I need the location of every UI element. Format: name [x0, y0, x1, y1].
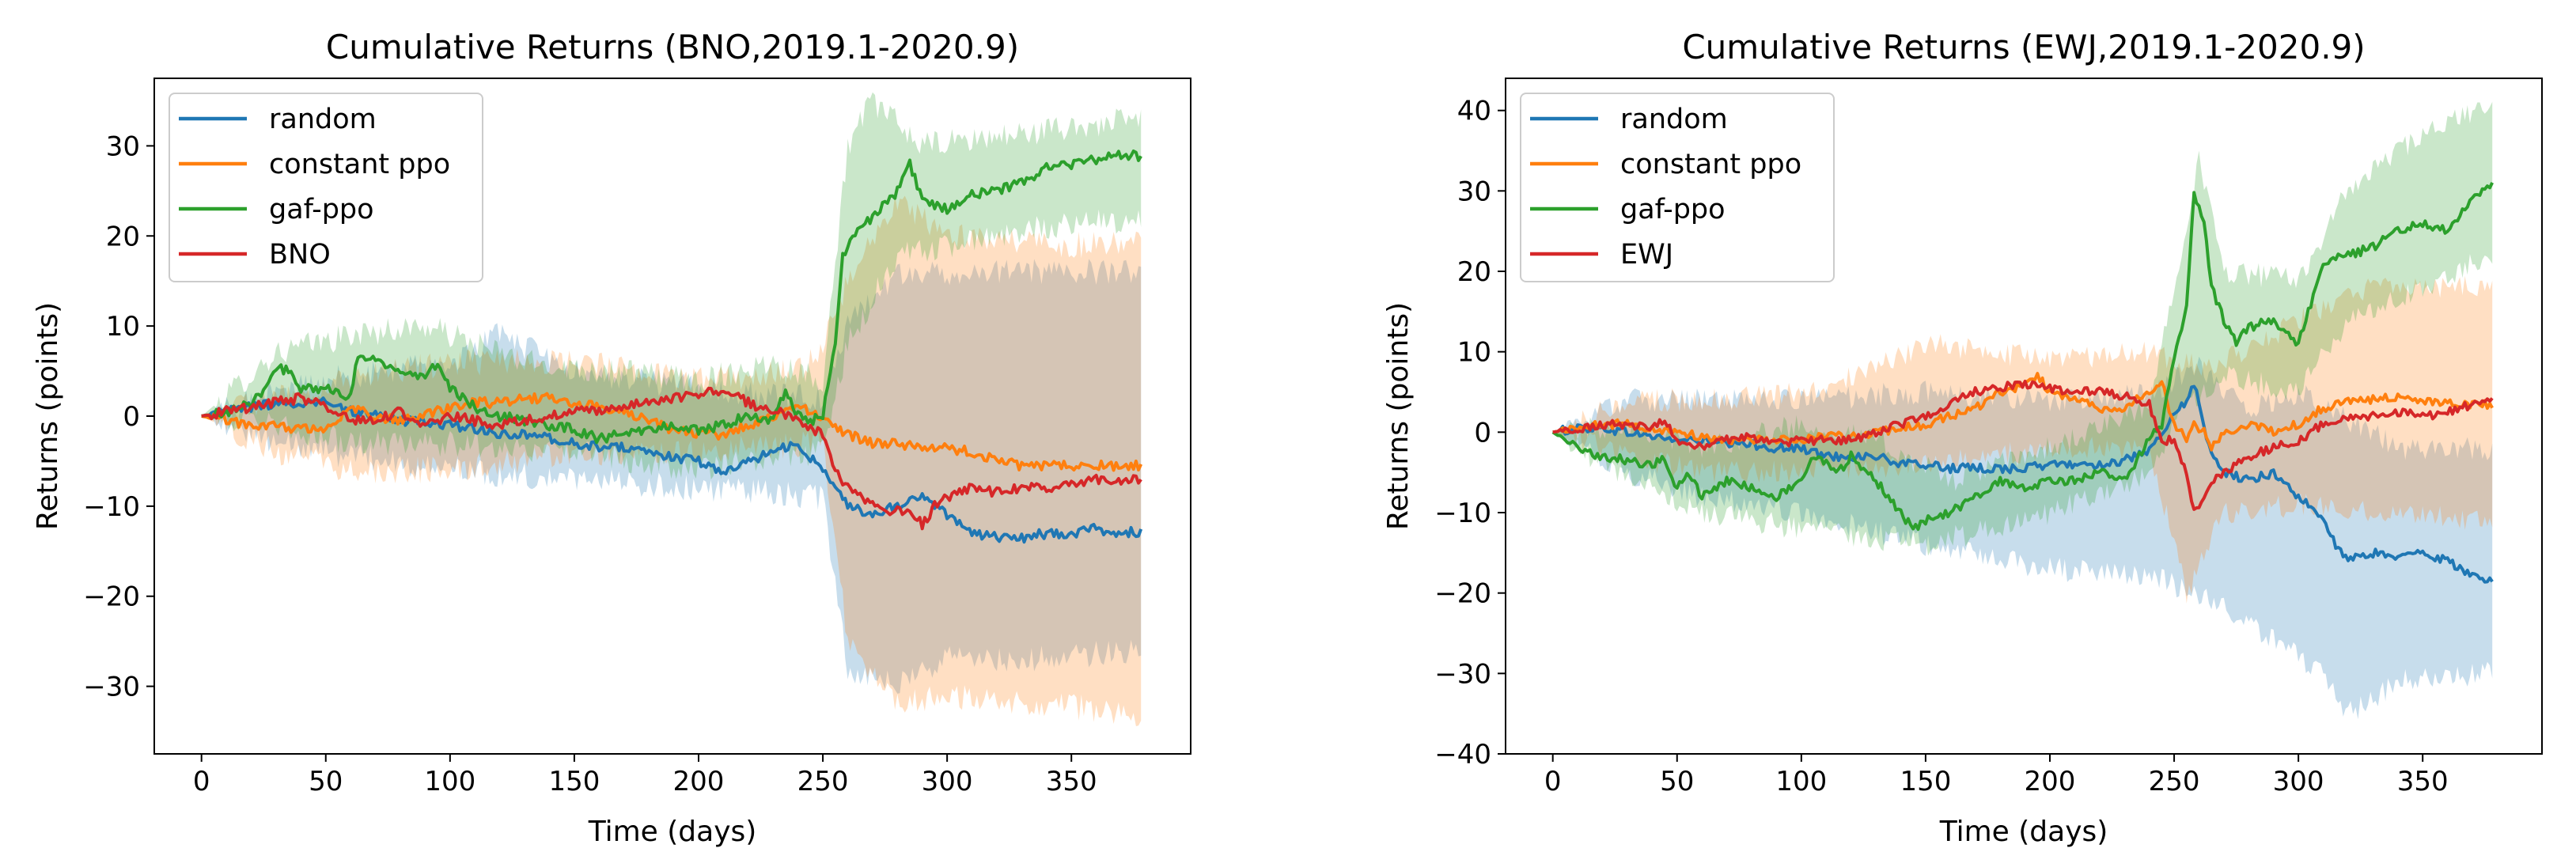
y-tick-label: 10 — [106, 311, 140, 343]
y-tick-label: 10 — [1457, 337, 1491, 369]
series-line-random — [1552, 384, 2494, 584]
y-tick-label: −40 — [1434, 739, 1491, 770]
x-ticks: 0 50 100 150 200 250 300 350 — [193, 754, 1097, 797]
y-tick-label: −30 — [83, 672, 140, 703]
y-tick-label: −10 — [83, 491, 140, 523]
x-ticks: 0 50 100 150 200 250 300 350 — [1544, 754, 2449, 797]
y-tick-label: −20 — [1434, 578, 1491, 610]
x-tick-label: 250 — [797, 766, 849, 797]
legend-label-random: random — [269, 104, 377, 135]
x-tick-label: 350 — [1046, 766, 1097, 797]
x-tick-label: 200 — [673, 766, 725, 797]
y-tick-label: 0 — [123, 401, 140, 433]
x-tick-label: 0 — [1544, 766, 1562, 797]
x-tick-label: 300 — [922, 766, 973, 797]
x-tick-label: 50 — [1660, 766, 1694, 797]
y-tick-label: 20 — [106, 221, 140, 252]
legend-label-constant-ppo: constant ppo — [269, 149, 450, 180]
confidence-band-constant-ppo — [201, 195, 1142, 726]
x-axis-label: Time (days) — [1939, 816, 2108, 848]
y-tick-label: −10 — [1434, 498, 1491, 529]
x-tick-label: 300 — [2273, 766, 2324, 797]
y-tick-label: 0 — [1474, 417, 1491, 449]
x-axis-label: Time (days) — [588, 816, 757, 848]
confidence-band-gaf-ppo — [201, 92, 1142, 480]
series-line-gaf-ppo — [1551, 182, 2494, 531]
plot-frame — [1505, 78, 2543, 755]
x-tick-label: 150 — [1900, 766, 1951, 797]
x-tick-label: 150 — [548, 766, 600, 797]
y-tick-label: 30 — [1457, 176, 1491, 207]
x-tick-label: 200 — [2025, 766, 2076, 797]
legend-label-constant-ppo: constant ppo — [1620, 149, 1801, 180]
series-line-constant-ppo — [201, 392, 1143, 472]
legend-label-random: random — [1620, 104, 1728, 135]
plot-frame — [153, 78, 1191, 755]
series-lines — [1551, 182, 2494, 584]
legend-box — [169, 93, 483, 282]
y-tick-label: 20 — [1457, 256, 1491, 288]
chart-title: Cumulative Returns (EWJ,2019.1-2020.9) — [1682, 28, 2365, 66]
x-tick-label: 350 — [2397, 766, 2449, 797]
series-line-bno — [201, 386, 1142, 531]
series-lines — [201, 150, 1143, 544]
y-tick-label: 40 — [1457, 96, 1491, 127]
legend-label-gaf-ppo: gaf-ppo — [1620, 194, 1726, 225]
confidence-band-random — [1552, 356, 2493, 720]
subplot-ewj: Cumulative Returns (EWJ,2019.1-2020.9) T… — [1382, 28, 2543, 848]
legend-label-ewj: EWJ — [1620, 239, 1673, 271]
x-tick-label: 100 — [424, 766, 475, 797]
legend: random constant ppo gaf-ppo BNO — [169, 93, 483, 282]
y-axis-label: Returns (points) — [1382, 302, 1415, 530]
y-tick-label: 30 — [106, 131, 140, 162]
subplot-bno: Cumulative Returns (BNO,2019.1-2020.9) T… — [32, 28, 1191, 848]
y-ticks: −40 −30 −20 −10 0 10 20 30 40 — [1434, 96, 1506, 770]
series-line-gaf-ppo — [201, 150, 1142, 445]
y-axis-label: Returns (points) — [32, 302, 64, 530]
legend-label-gaf-ppo: gaf-ppo — [269, 194, 374, 225]
series-line-ewj — [1552, 380, 2494, 511]
chart-title: Cumulative Returns (BNO,2019.1-2020.9) — [326, 28, 1019, 66]
x-tick-label: 50 — [309, 766, 343, 797]
legend-box — [1520, 93, 1835, 282]
legend: random constant ppo gaf-ppo EWJ — [1520, 93, 1835, 282]
confidence-band-constant-ppo — [1552, 275, 2493, 604]
x-tick-label: 100 — [1775, 766, 1827, 797]
y-ticks: −30 −20 −10 0 10 20 30 — [83, 131, 154, 703]
legend-label-bno: BNO — [269, 239, 331, 271]
y-tick-label: −30 — [1434, 658, 1491, 690]
x-tick-label: 250 — [2149, 766, 2200, 797]
x-tick-label: 0 — [193, 766, 210, 797]
y-tick-label: −20 — [83, 581, 140, 613]
